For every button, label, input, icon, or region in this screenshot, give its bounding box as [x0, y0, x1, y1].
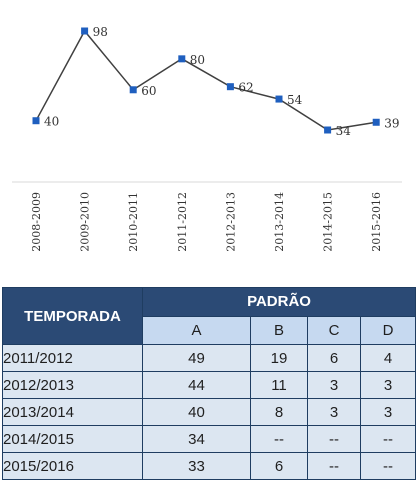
table-row: 2014/2015 34 -- -- -- — [2, 425, 417, 453]
column-header-d: D — [359, 315, 417, 345]
value-cell-c: 6 — [307, 344, 361, 372]
data-label: 98 — [93, 25, 108, 39]
header-padrao: PADRÃO — [141, 287, 417, 317]
table-row: 2011/2012 49 19 6 4 — [2, 344, 417, 372]
value-cell-a: 34 — [142, 425, 251, 453]
data-point-marker — [275, 95, 283, 103]
value-cell-b: -- — [250, 425, 308, 453]
column-header-a: A — [142, 315, 251, 345]
value-cell-a: 40 — [142, 398, 251, 426]
x-tick-label: 2009-2010 — [79, 192, 92, 252]
value-cell-a: 33 — [142, 452, 251, 480]
table-row: 2015/2016 33 6 -- -- — [2, 452, 417, 480]
data-point-marker — [178, 55, 186, 63]
line-chart: 40 98 60 80 62 54 34 39 2008-2009 2009-2010 2010-2… — [12, 25, 402, 252]
table-row: 2013/2014 40 8 3 3 — [2, 398, 417, 426]
season-cell: 2012/2013 — [2, 371, 143, 399]
x-tick-label: 2008-2009 — [30, 192, 43, 252]
column-header-b: B — [250, 315, 308, 345]
value-cell-d: 3 — [359, 371, 417, 399]
x-tick-label: 2015-2016 — [370, 192, 383, 252]
data-label: 34 — [336, 124, 352, 138]
season-cell: 2014/2015 — [2, 425, 143, 453]
data-point-marker — [226, 83, 234, 91]
column-header-c: C — [307, 315, 361, 345]
x-tick-label: 2010-2011 — [127, 192, 140, 252]
padrao-table: TEMPORADA PADRÃO A B C D 2011/2012 49 19… — [2, 287, 417, 480]
season-cell: 2013/2014 — [2, 398, 143, 426]
data-point-marker — [81, 27, 89, 35]
value-cell-c: 3 — [307, 398, 361, 426]
x-tick-label: 2013-2014 — [273, 192, 286, 252]
x-tick-label: 2012-2013 — [224, 192, 237, 252]
season-cell: 2011/2012 — [2, 344, 143, 372]
data-label: 54 — [287, 93, 303, 107]
value-cell-c: -- — [307, 452, 361, 480]
value-cell-d: -- — [359, 425, 417, 453]
value-cell-d: 4 — [359, 344, 417, 372]
value-cell-c: 3 — [307, 371, 361, 399]
data-point-marker — [372, 118, 380, 126]
data-label: 39 — [384, 116, 399, 130]
x-tick-label: 2011-2012 — [176, 192, 189, 252]
value-cell-b: 11 — [250, 371, 308, 399]
data-label: 62 — [238, 81, 253, 95]
data-point-marker — [32, 117, 40, 125]
value-cell-d: 3 — [359, 398, 417, 426]
value-cell-c: -- — [307, 425, 361, 453]
header-temporada: TEMPORADA — [2, 287, 143, 345]
data-label: 40 — [44, 115, 59, 129]
table-header-row: TEMPORADA PADRÃO — [2, 287, 417, 345]
data-point-marker — [324, 126, 332, 134]
data-point-marker — [129, 86, 137, 94]
value-cell-b: 19 — [250, 344, 308, 372]
data-label: 60 — [141, 84, 156, 98]
season-cell: 2015/2016 — [2, 452, 143, 480]
table-row: 2012/2013 44 11 3 3 — [2, 371, 417, 399]
value-cell-b: 6 — [250, 452, 308, 480]
value-cell-d: -- — [359, 452, 417, 480]
data-label: 80 — [190, 53, 205, 67]
value-cell-b: 8 — [250, 398, 308, 426]
value-cell-a: 44 — [142, 371, 251, 399]
value-cell-a: 49 — [142, 344, 251, 372]
series-line — [35, 29, 377, 131]
x-tick-label: 2014-2015 — [322, 192, 335, 252]
